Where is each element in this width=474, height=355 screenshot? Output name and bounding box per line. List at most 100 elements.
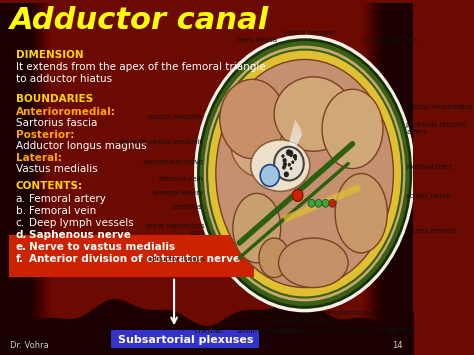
Circle shape [290, 154, 292, 157]
Text: Nerve to vastus medialis: Nerve to vastus medialis [29, 242, 175, 252]
Bar [0, 3, 36, 355]
Bar [406, 3, 412, 355]
Circle shape [329, 199, 336, 207]
Bar [402, 3, 412, 355]
Bar [401, 3, 412, 355]
Circle shape [293, 154, 297, 159]
Circle shape [260, 165, 279, 186]
Text: Vastus medialis: Vastus medialis [16, 164, 98, 174]
Text: It extends from the apex of the femoral triangle: It extends from the apex of the femoral … [16, 62, 265, 72]
Text: lateral: lateral [388, 326, 415, 335]
Bar [0, 3, 33, 355]
Bar [0, 3, 28, 355]
Text: Adductor canal: Adductor canal [10, 6, 270, 35]
Text: f.: f. [16, 254, 24, 264]
Bar [362, 3, 412, 355]
Bar [392, 3, 412, 355]
Bar [365, 3, 412, 355]
Bar [9, 235, 254, 277]
Circle shape [286, 149, 292, 156]
Circle shape [282, 154, 284, 158]
Bar [393, 3, 412, 355]
Bar [386, 3, 412, 355]
Bar [388, 3, 412, 355]
Circle shape [289, 150, 293, 155]
Text: Sartorius fascia: Sartorius fascia [16, 118, 97, 128]
Bar [0, 3, 10, 355]
Ellipse shape [322, 89, 383, 169]
Text: Saphenous nerve: Saphenous nerve [29, 230, 131, 240]
Bar [381, 3, 412, 355]
Bar [0, 3, 19, 355]
Circle shape [283, 162, 287, 166]
Text: Deep lymph vessels: Deep lymph vessels [29, 218, 134, 228]
Text: semimembranosus: semimembranosus [237, 328, 303, 334]
Circle shape [283, 164, 286, 168]
Text: femoral artery: femoral artery [153, 190, 203, 196]
Text: b.: b. [16, 206, 26, 216]
Text: great saphenous
vein: great saphenous vein [146, 223, 205, 236]
Ellipse shape [220, 79, 285, 159]
Text: semitendinosus: semitendinosus [325, 310, 380, 316]
Ellipse shape [216, 60, 393, 288]
Circle shape [290, 167, 292, 170]
Bar [0, 3, 50, 355]
Bar [367, 3, 412, 355]
Circle shape [282, 165, 286, 170]
Bar [0, 3, 5, 355]
Bar [0, 3, 9, 355]
Bar [0, 3, 24, 355]
Ellipse shape [199, 40, 411, 307]
Circle shape [288, 163, 291, 166]
Bar [0, 3, 12, 355]
Text: biceps femoris: biceps femoris [407, 228, 457, 234]
Bar [409, 3, 412, 355]
Bar [374, 3, 412, 355]
Text: sartorius: sartorius [172, 204, 203, 210]
Ellipse shape [251, 140, 310, 191]
Bar [0, 3, 26, 355]
Text: posterior cutaneous nerve of thigh: posterior cutaneous nerve of thigh [274, 328, 396, 334]
Bar [399, 3, 412, 355]
Text: Lateral:: Lateral: [16, 153, 62, 163]
Bar [364, 3, 412, 355]
Bar [0, 3, 38, 355]
Text: Subsartorial plexuses: Subsartorial plexuses [118, 335, 253, 345]
Text: CONTENTS:: CONTENTS: [16, 181, 83, 191]
Circle shape [294, 157, 297, 161]
Text: vastus intermedius: vastus intermedius [407, 104, 474, 110]
Bar [395, 3, 412, 355]
Text: DIMENSION: DIMENSION [16, 49, 83, 60]
Bar [0, 3, 3, 355]
Text: nerve to vastus medialis: nerve to vastus medialis [117, 139, 203, 145]
Circle shape [274, 147, 304, 180]
Text: deep fascia: deep fascia [237, 37, 277, 43]
Bar [376, 3, 412, 355]
Text: e.: e. [16, 242, 27, 252]
Ellipse shape [194, 35, 415, 312]
Bar [404, 3, 412, 355]
Text: medial: medial [194, 326, 223, 335]
Text: Adductor longus magnus: Adductor longus magnus [16, 141, 146, 151]
Text: BOUNDARIES: BOUNDARIES [16, 94, 93, 104]
Text: saphenous nerve: saphenous nerve [143, 159, 203, 165]
Circle shape [292, 190, 303, 201]
Text: Anterioromedial:: Anterioromedial: [16, 107, 116, 117]
Circle shape [322, 199, 329, 207]
Ellipse shape [335, 174, 387, 253]
Text: c.: c. [16, 218, 25, 228]
Bar [0, 3, 31, 355]
Circle shape [284, 171, 289, 177]
Ellipse shape [231, 109, 300, 179]
Bar [371, 3, 412, 355]
Text: a.: a. [16, 194, 26, 204]
Bar [0, 3, 29, 355]
Bar [0, 3, 23, 355]
Bar [0, 3, 40, 355]
Bar [0, 3, 44, 355]
Ellipse shape [279, 238, 348, 288]
Text: Femoral vein: Femoral vein [29, 206, 96, 216]
Ellipse shape [203, 45, 407, 302]
Bar [0, 3, 2, 355]
Text: to adductor hiatus: to adductor hiatus [16, 74, 112, 84]
